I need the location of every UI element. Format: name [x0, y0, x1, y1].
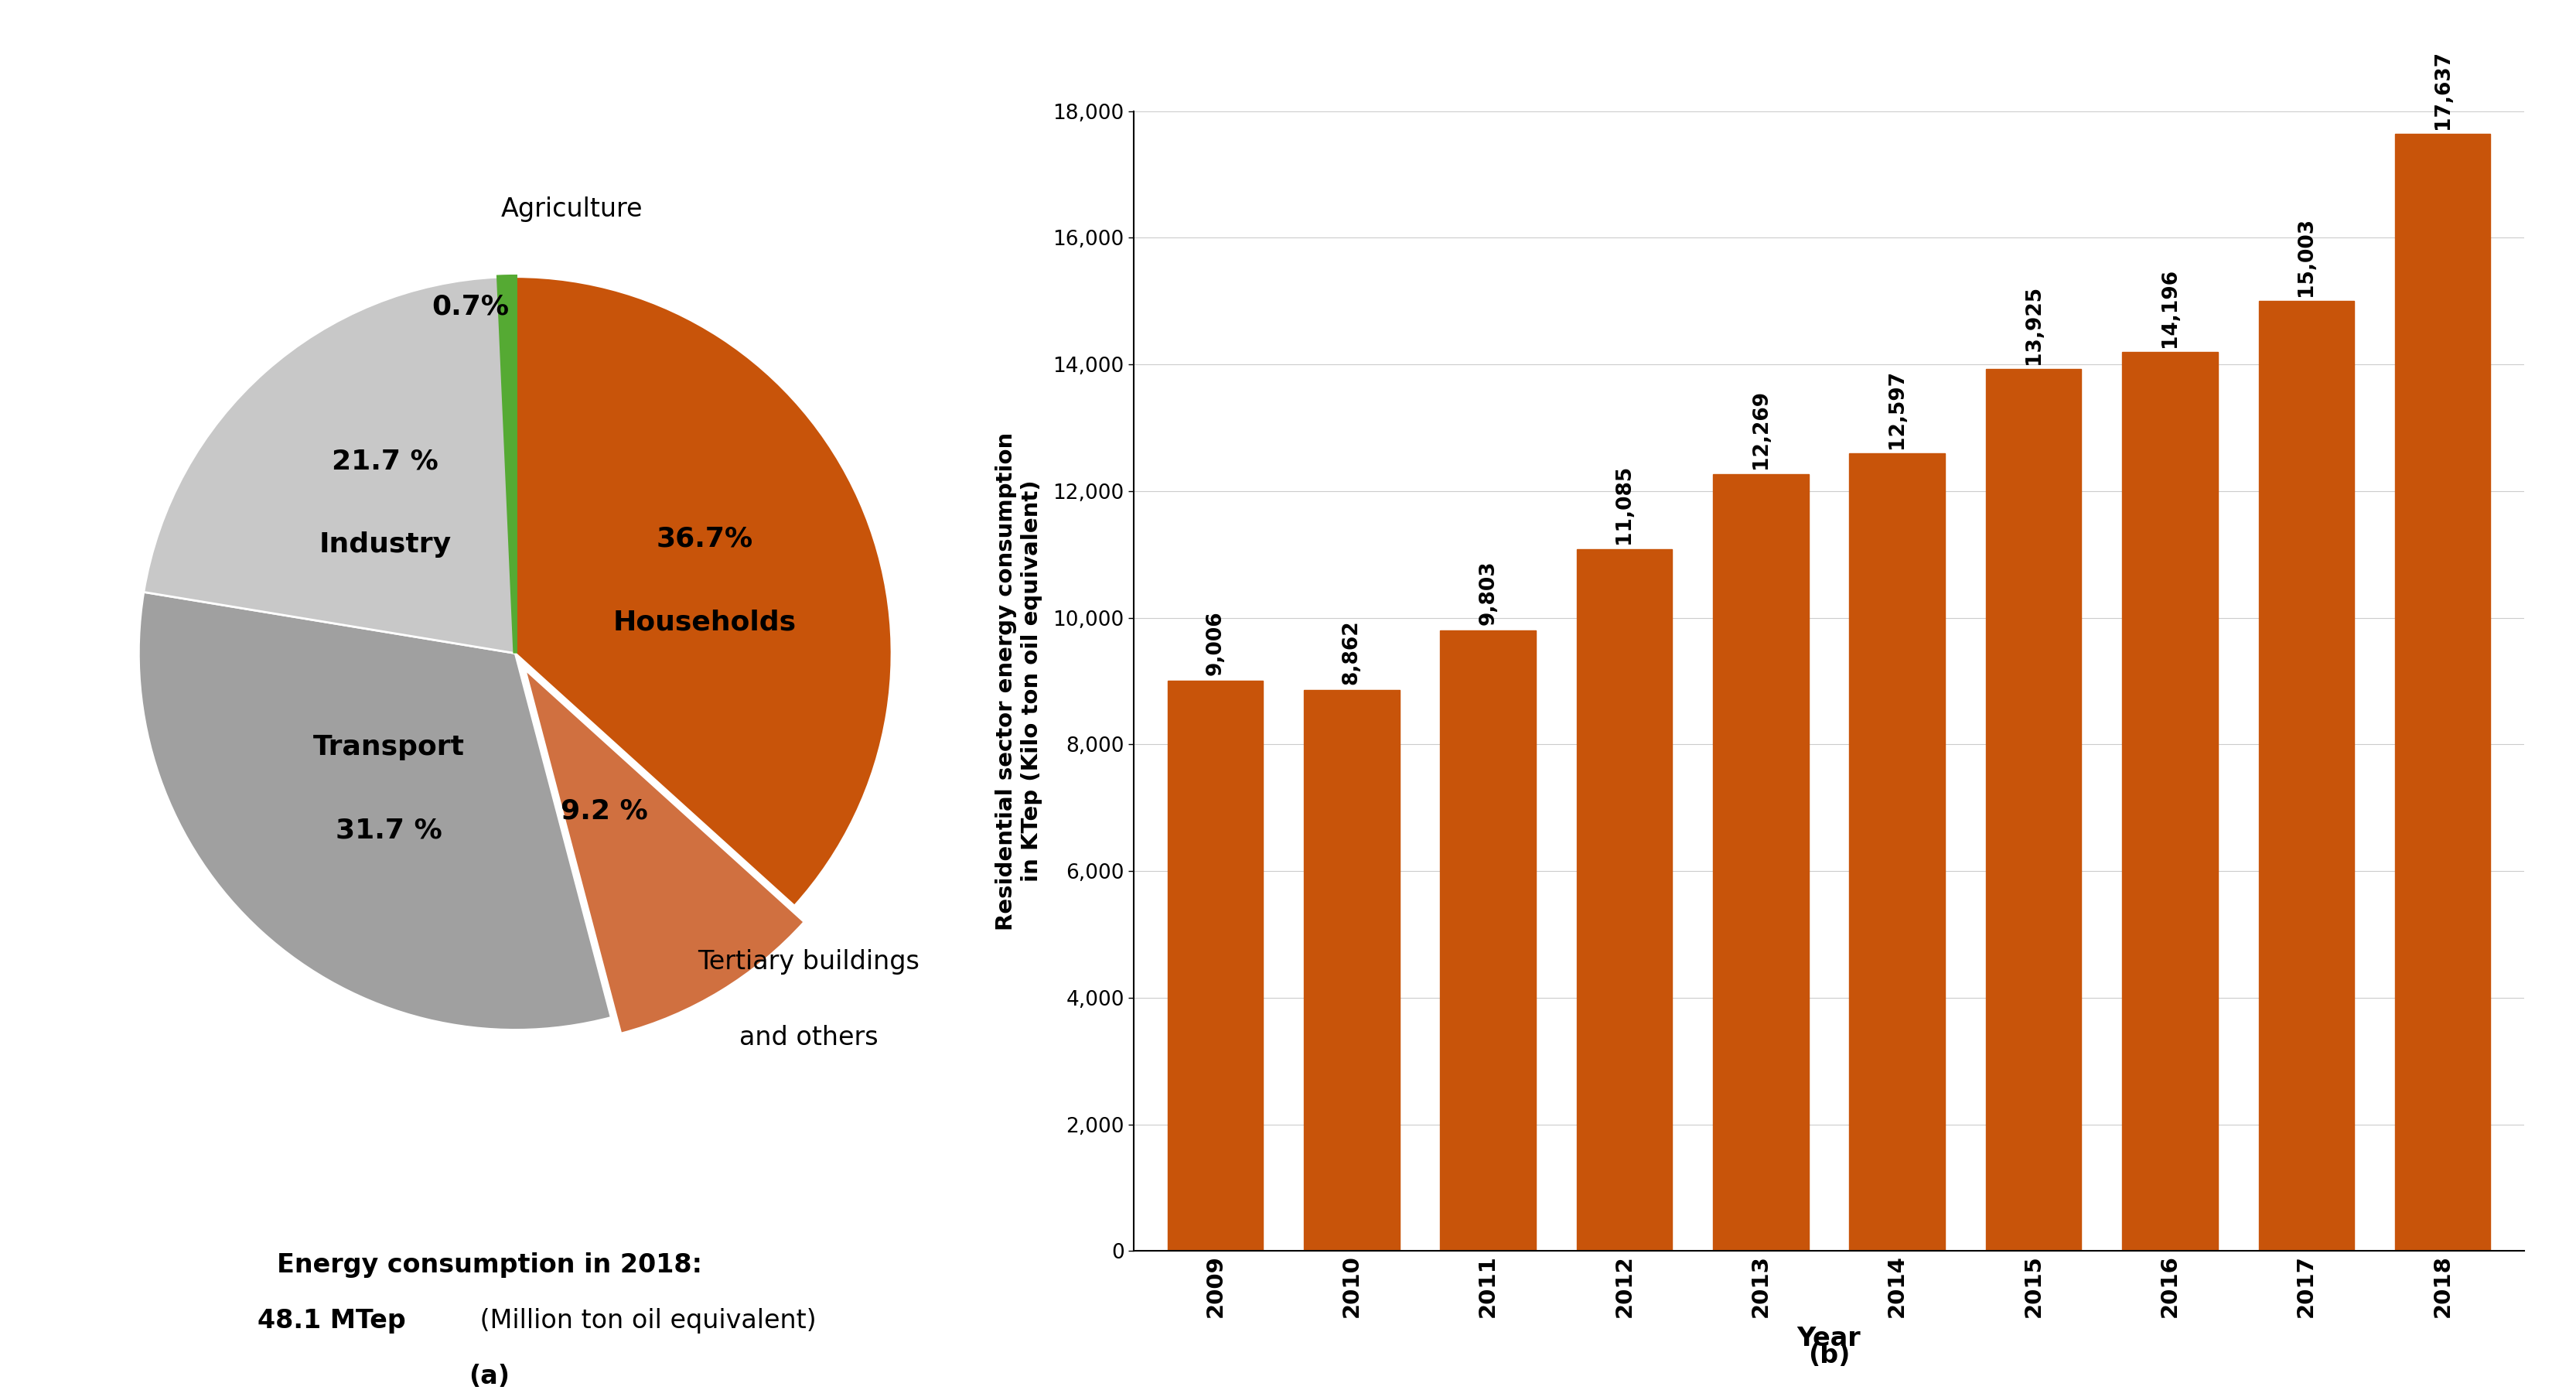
Wedge shape [139, 592, 611, 1030]
Text: 12,597: 12,597 [1888, 370, 1906, 448]
Bar [1440, 630, 1535, 1251]
Text: Households: Households [613, 609, 796, 635]
Bar [1303, 689, 1399, 1251]
Text: 12,269: 12,269 [1752, 391, 1770, 468]
Text: 9,006: 9,006 [1206, 612, 1226, 676]
Text: 14,196: 14,196 [2159, 268, 2179, 348]
Text: Energy consumption in 2018:: Energy consumption in 2018: [276, 1252, 703, 1277]
Wedge shape [500, 277, 515, 653]
Text: 13,925: 13,925 [2025, 285, 2043, 364]
Bar [1713, 474, 1808, 1251]
Text: 8,862: 8,862 [1342, 620, 1363, 685]
Text: Transport: Transport [312, 734, 464, 760]
Text: 9,803: 9,803 [1479, 560, 1499, 626]
Text: 36.7%: 36.7% [657, 525, 752, 552]
Text: 48.1 MTep: 48.1 MTep [258, 1308, 407, 1333]
Text: 9.2 %: 9.2 % [562, 798, 647, 824]
Wedge shape [144, 277, 515, 653]
Text: 0.7%: 0.7% [430, 293, 507, 320]
Bar [2259, 302, 2354, 1251]
Y-axis label: Residential sector energy consumption
in KTep (Kilo ton oil equivalent): Residential sector energy consumption in… [994, 432, 1043, 930]
Bar [1577, 549, 1672, 1251]
Text: Industry: Industry [319, 531, 451, 557]
X-axis label: Year: Year [1798, 1326, 1860, 1351]
Wedge shape [526, 670, 804, 1034]
Bar [2123, 352, 2218, 1251]
Bar [2396, 135, 2491, 1251]
Wedge shape [515, 277, 891, 906]
Text: (a): (a) [469, 1364, 510, 1389]
Text: 11,085: 11,085 [1615, 464, 1633, 543]
Text: and others: and others [739, 1024, 878, 1051]
Text: 21.7 %: 21.7 % [332, 449, 438, 475]
Text: 31.7 %: 31.7 % [335, 817, 440, 844]
Bar [1986, 370, 2081, 1251]
Text: (b): (b) [1808, 1343, 1850, 1368]
Bar [1167, 681, 1262, 1251]
Text: 15,003: 15,003 [2295, 217, 2316, 296]
Text: Agriculture: Agriculture [500, 196, 641, 221]
Text: (Million ton oil equivalent): (Million ton oil equivalent) [471, 1308, 817, 1333]
Bar [1850, 453, 1945, 1251]
Text: Tertiary buildings: Tertiary buildings [698, 949, 920, 974]
Text: 17,637: 17,637 [2432, 50, 2452, 129]
